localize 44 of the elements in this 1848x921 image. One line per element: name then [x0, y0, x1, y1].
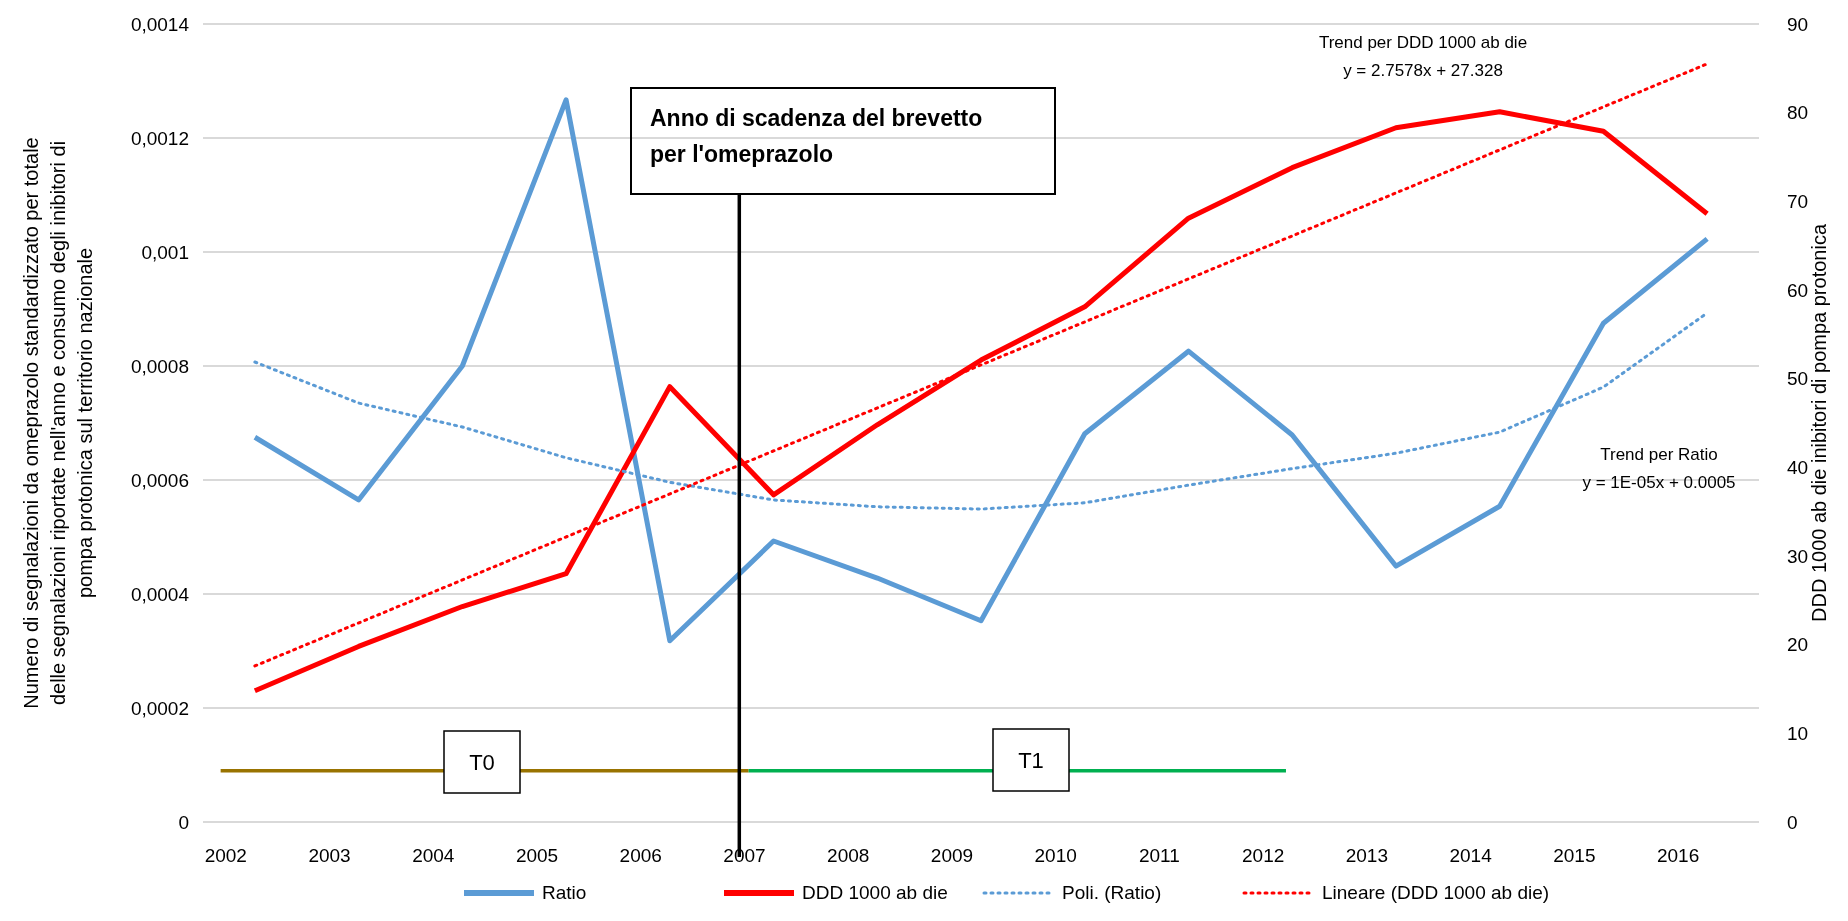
- x-tick-label: 2008: [827, 845, 870, 866]
- y2-tick-label: 60: [1787, 279, 1809, 301]
- x-tick-label: 2010: [1034, 845, 1077, 866]
- y2-tick-label: 20: [1787, 634, 1809, 656]
- x-tick-label: 2002: [204, 845, 247, 866]
- y-tick-label: 0,0012: [130, 127, 189, 149]
- y2-tick-label: 30: [1787, 545, 1809, 567]
- x-tick-label: 2005: [515, 845, 559, 866]
- x-tick-label: 2006: [619, 845, 662, 866]
- x-tick-label: 2013: [1345, 845, 1389, 866]
- y2-tick-label: 0: [1787, 811, 1798, 833]
- y-tick-label: 0,0014: [130, 13, 190, 35]
- x-tick-label: 2004: [412, 845, 455, 866]
- legend-label: DDD 1000 ab die: [802, 882, 948, 903]
- x-tick-label: 2003: [308, 845, 351, 866]
- x-tick-label: 2012: [1242, 845, 1285, 866]
- annotation: T1: [1018, 747, 1044, 773]
- y2-tick-label: 90: [1787, 13, 1809, 35]
- legend-label: Poli. (Ratio): [1062, 882, 1162, 903]
- y2-tick-label: 10: [1787, 722, 1809, 744]
- x-tick-label: 2016: [1656, 845, 1700, 866]
- y-tick-label: 0,0004: [130, 583, 190, 605]
- y2-tick-label: 70: [1787, 190, 1809, 212]
- annotation: Anno di scadenza del brevetto per l'omeprazolo: [650, 105, 983, 167]
- x-tick-label: 2007: [723, 845, 766, 866]
- y-tick-label: 0,001: [141, 241, 189, 263]
- annotation: T0: [469, 749, 495, 775]
- y-tick-label: 0,0008: [130, 355, 189, 377]
- y-axis-title: Numero di segnalazioni da omeprazolo standardizzato per totale delle segnalazioni riportate nell'anno e consumo degli inibitori di pompa protonica sul territorio nazionale: [20, 137, 96, 709]
- x-tick-label: 2009: [930, 845, 974, 866]
- y-tick-label: 0,0006: [130, 469, 189, 491]
- y2-tick-label: 40: [1787, 456, 1809, 478]
- legend-label: Ratio: [542, 882, 587, 903]
- x-tick-label: 2015: [1553, 845, 1596, 866]
- annotation: Trend per Ratio y = 1E-05x + 0.0005: [1582, 445, 1736, 492]
- x-tick-label: 2011: [1138, 845, 1180, 866]
- x-tick-label: 2014: [1449, 845, 1493, 866]
- y2-tick-label: 80: [1787, 102, 1809, 124]
- y2-tick-label: 50: [1787, 368, 1809, 390]
- legend-label: Lineare (DDD 1000 ab die): [1322, 882, 1550, 903]
- y-tick-label: 0,0002: [130, 697, 189, 719]
- annotation: Trend per DDD 1000 ab die y = 2.7578x + 27.328: [1318, 33, 1528, 80]
- y-tick-label: 0: [178, 811, 189, 833]
- y2-axis-title: DDD 1000 ab die inibitori di pompa protonica: [1808, 223, 1830, 623]
